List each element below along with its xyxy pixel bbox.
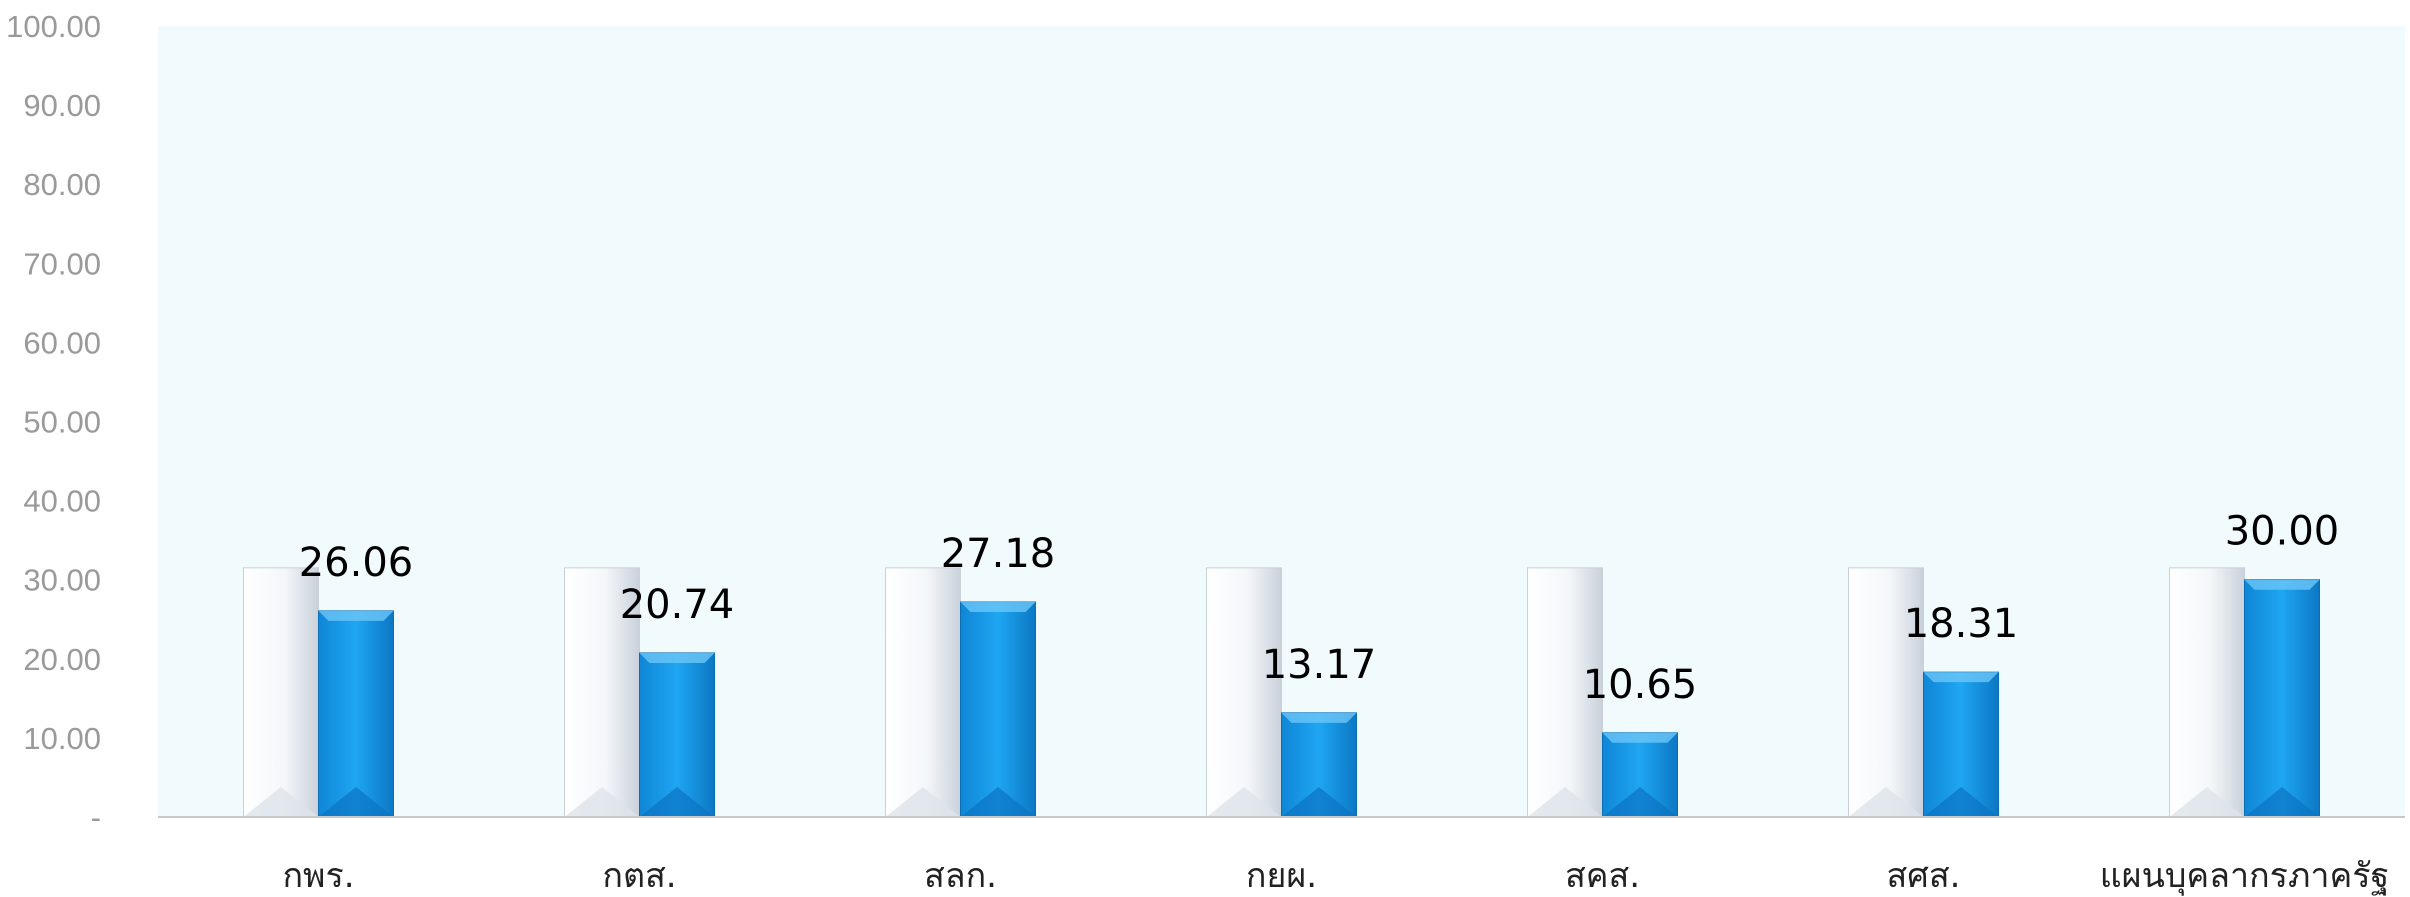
y-tick-label: 70.00 <box>23 246 101 281</box>
bar-value-bevel-top <box>1923 672 1999 683</box>
bar-background-bevel <box>2169 787 2245 817</box>
bar-value-bevel-top <box>2244 579 2320 590</box>
x-tick-label: สศส. <box>1887 856 1961 896</box>
y-tick-label: 90.00 <box>23 88 101 123</box>
y-tick-label: 10.00 <box>23 721 101 756</box>
bar-value <box>960 601 1036 818</box>
bar-background-bevel <box>885 787 961 817</box>
bar-background <box>885 567 961 818</box>
bar-value-bevel-bottom <box>1281 787 1357 817</box>
x-tick-label: สคส. <box>1565 856 1640 896</box>
data-label: 27.18 <box>941 531 1056 577</box>
bar-value-bevel-bottom <box>318 787 394 817</box>
y-tick-label: 20.00 <box>23 642 101 677</box>
y-tick-label: 60.00 <box>23 325 101 360</box>
bar-background-bevel <box>1527 787 1603 817</box>
x-tick-label: สลก. <box>924 856 997 896</box>
bar-value-bevel-top <box>1281 712 1357 723</box>
bar-value-bevel-bottom <box>639 787 715 817</box>
bar-background-bevel <box>1206 787 1282 817</box>
data-label: 18.31 <box>1904 601 2019 647</box>
data-label: 30.00 <box>2225 509 2340 555</box>
bar-value-bevel-top <box>318 610 394 621</box>
y-tick-label: 80.00 <box>23 167 101 202</box>
bar-value-bevel-bottom <box>1602 787 1678 817</box>
bar-value-bevel-top <box>1602 732 1678 743</box>
x-tick-label: แผนบุคลากรภาครัฐ <box>2100 856 2389 896</box>
y-tick-label: - <box>91 800 101 835</box>
bar-background-bevel <box>1848 787 1924 817</box>
bar-value-bevel-top <box>960 602 1036 613</box>
bar-background-bevel <box>243 787 319 817</box>
bar-value-bevel-bottom <box>1923 787 1999 817</box>
data-label: 26.06 <box>299 540 414 586</box>
bar-background <box>1527 567 1603 818</box>
y-tick-label: 40.00 <box>23 484 101 519</box>
bar-background-bevel <box>564 787 640 817</box>
bar-background <box>1206 567 1282 818</box>
x-tick-label: กพร. <box>282 856 354 896</box>
bar-value <box>318 610 394 818</box>
x-tick-label: กตส. <box>602 856 676 896</box>
y-tick-label: 30.00 <box>23 563 101 598</box>
bar-value-bevel-bottom <box>2244 787 2320 817</box>
bar-background <box>243 567 319 818</box>
bar-background <box>564 567 640 818</box>
data-label: 10.65 <box>1583 662 1698 708</box>
x-tick-label: กยผ. <box>1246 856 1317 896</box>
bar-value <box>2244 579 2320 818</box>
bar-background <box>2169 567 2245 818</box>
y-tick-label: 100.00 <box>6 9 101 44</box>
data-label: 20.74 <box>620 582 735 628</box>
data-label: 13.17 <box>1262 642 1377 688</box>
bar-value-bevel-top <box>639 652 715 663</box>
bar-value-bevel-bottom <box>960 787 1036 817</box>
y-tick-label: 50.00 <box>23 405 101 440</box>
